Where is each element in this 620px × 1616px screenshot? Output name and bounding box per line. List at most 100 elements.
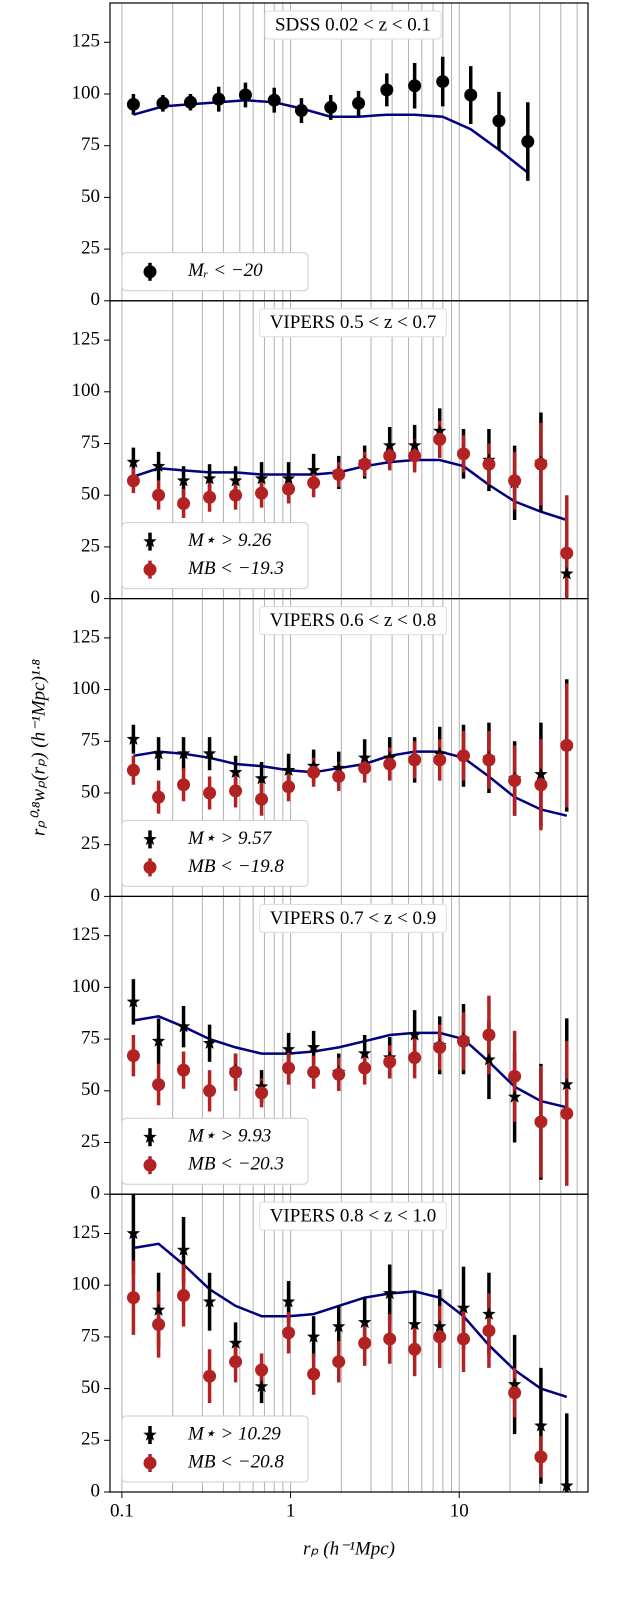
marker bbox=[126, 763, 140, 777]
marker bbox=[126, 994, 141, 1008]
marker bbox=[482, 457, 496, 471]
marker bbox=[177, 496, 191, 510]
marker bbox=[152, 790, 166, 804]
marker bbox=[177, 1063, 191, 1077]
marker bbox=[281, 471, 296, 485]
marker bbox=[521, 135, 535, 149]
legend-box bbox=[121, 522, 309, 590]
panel-title: SDSS 0.02 < z < 0.1 bbox=[275, 14, 431, 35]
y-tick-label: 100 bbox=[72, 1274, 101, 1295]
panel bbox=[121, 3, 578, 301]
marker bbox=[254, 471, 269, 485]
marker bbox=[433, 753, 447, 767]
marker bbox=[281, 763, 296, 776]
legend-label: M⋆ > 9.57 bbox=[187, 828, 273, 849]
model-line bbox=[133, 1242, 568, 1399]
marker bbox=[383, 1055, 397, 1069]
marker bbox=[307, 463, 321, 476]
panel bbox=[121, 1194, 578, 1492]
marker bbox=[457, 447, 471, 461]
marker bbox=[508, 1090, 522, 1103]
marker bbox=[282, 1326, 296, 1340]
panel-title: VIPERS 0.7 < z < 0.9 bbox=[270, 908, 437, 929]
marker bbox=[152, 1317, 166, 1331]
legend-box bbox=[121, 819, 309, 887]
legend-marker bbox=[143, 265, 157, 279]
marker bbox=[358, 761, 372, 775]
y-tick-label: 0 bbox=[91, 587, 101, 608]
marker bbox=[383, 1286, 397, 1300]
marker bbox=[508, 1069, 522, 1083]
marker bbox=[508, 1386, 522, 1400]
y-tick-label: 75 bbox=[81, 1325, 100, 1346]
marker bbox=[126, 1049, 140, 1063]
marker bbox=[433, 746, 447, 760]
marker bbox=[383, 1332, 397, 1346]
marker bbox=[126, 474, 140, 488]
marker bbox=[560, 1478, 574, 1492]
marker bbox=[332, 1319, 346, 1333]
legend-label: MB < −20.8 bbox=[187, 1451, 284, 1472]
marker bbox=[151, 746, 166, 760]
y-tick-label: 125 bbox=[72, 1222, 101, 1243]
marker bbox=[126, 1291, 140, 1305]
marker bbox=[433, 424, 447, 437]
marker bbox=[408, 79, 422, 93]
y-tick-label: 100 bbox=[72, 976, 101, 997]
marker bbox=[560, 566, 574, 580]
y-tick-label: 75 bbox=[81, 730, 100, 751]
y-tick-label: 25 bbox=[81, 535, 100, 556]
marker bbox=[534, 1115, 548, 1129]
marker bbox=[332, 1067, 346, 1081]
marker bbox=[255, 1086, 269, 1100]
marker bbox=[202, 1036, 217, 1049]
marker bbox=[176, 746, 191, 760]
legend-box bbox=[121, 1117, 309, 1185]
panel-title: VIPERS 0.8 < z < 1.0 bbox=[270, 1206, 437, 1227]
title-box bbox=[264, 10, 442, 40]
legend-marker bbox=[143, 1130, 157, 1143]
marker bbox=[383, 750, 397, 764]
marker bbox=[408, 449, 422, 463]
marker bbox=[177, 1289, 191, 1303]
marker bbox=[492, 114, 506, 128]
marker bbox=[202, 746, 217, 760]
marker bbox=[254, 1079, 269, 1093]
marker bbox=[228, 1336, 243, 1349]
y-tick-label: 50 bbox=[81, 484, 100, 505]
legend-marker bbox=[143, 1456, 157, 1470]
x-tick-label: 1 bbox=[286, 1500, 296, 1521]
legend-box bbox=[121, 1415, 309, 1483]
x-tick-label: 10 bbox=[450, 1500, 469, 1521]
title-box bbox=[259, 606, 447, 636]
legend-label: M⋆ > 10.29 bbox=[187, 1423, 281, 1444]
panel-frame bbox=[109, 1193, 589, 1493]
legend-marker bbox=[143, 534, 157, 548]
marker bbox=[307, 1040, 321, 1053]
legend-label: M⋆ > 9.93 bbox=[187, 1126, 271, 1147]
marker bbox=[560, 738, 574, 752]
marker bbox=[383, 438, 397, 452]
marker bbox=[457, 1034, 471, 1048]
y-tick-label: 0 bbox=[91, 1183, 101, 1204]
y-axis-label: rₚ⁰·⁸wₚ(rₚ) (h⁻¹Mpc)¹·⁸ bbox=[28, 659, 49, 836]
marker bbox=[255, 1363, 269, 1377]
y-tick-label: 0 bbox=[91, 885, 101, 906]
marker bbox=[126, 455, 141, 468]
title-box bbox=[259, 1201, 447, 1231]
y-tick-label: 100 bbox=[72, 82, 101, 103]
marker bbox=[332, 1355, 346, 1369]
marker bbox=[307, 1065, 321, 1079]
marker bbox=[464, 88, 478, 102]
panel-title: VIPERS 0.5 < z < 0.7 bbox=[270, 312, 437, 333]
legend-box bbox=[121, 252, 309, 292]
marker bbox=[126, 732, 141, 745]
marker bbox=[457, 1332, 471, 1346]
marker bbox=[482, 753, 496, 767]
marker bbox=[307, 476, 321, 490]
marker bbox=[534, 778, 548, 792]
marker bbox=[408, 1342, 422, 1356]
y-tick-label: 0 bbox=[91, 289, 101, 310]
